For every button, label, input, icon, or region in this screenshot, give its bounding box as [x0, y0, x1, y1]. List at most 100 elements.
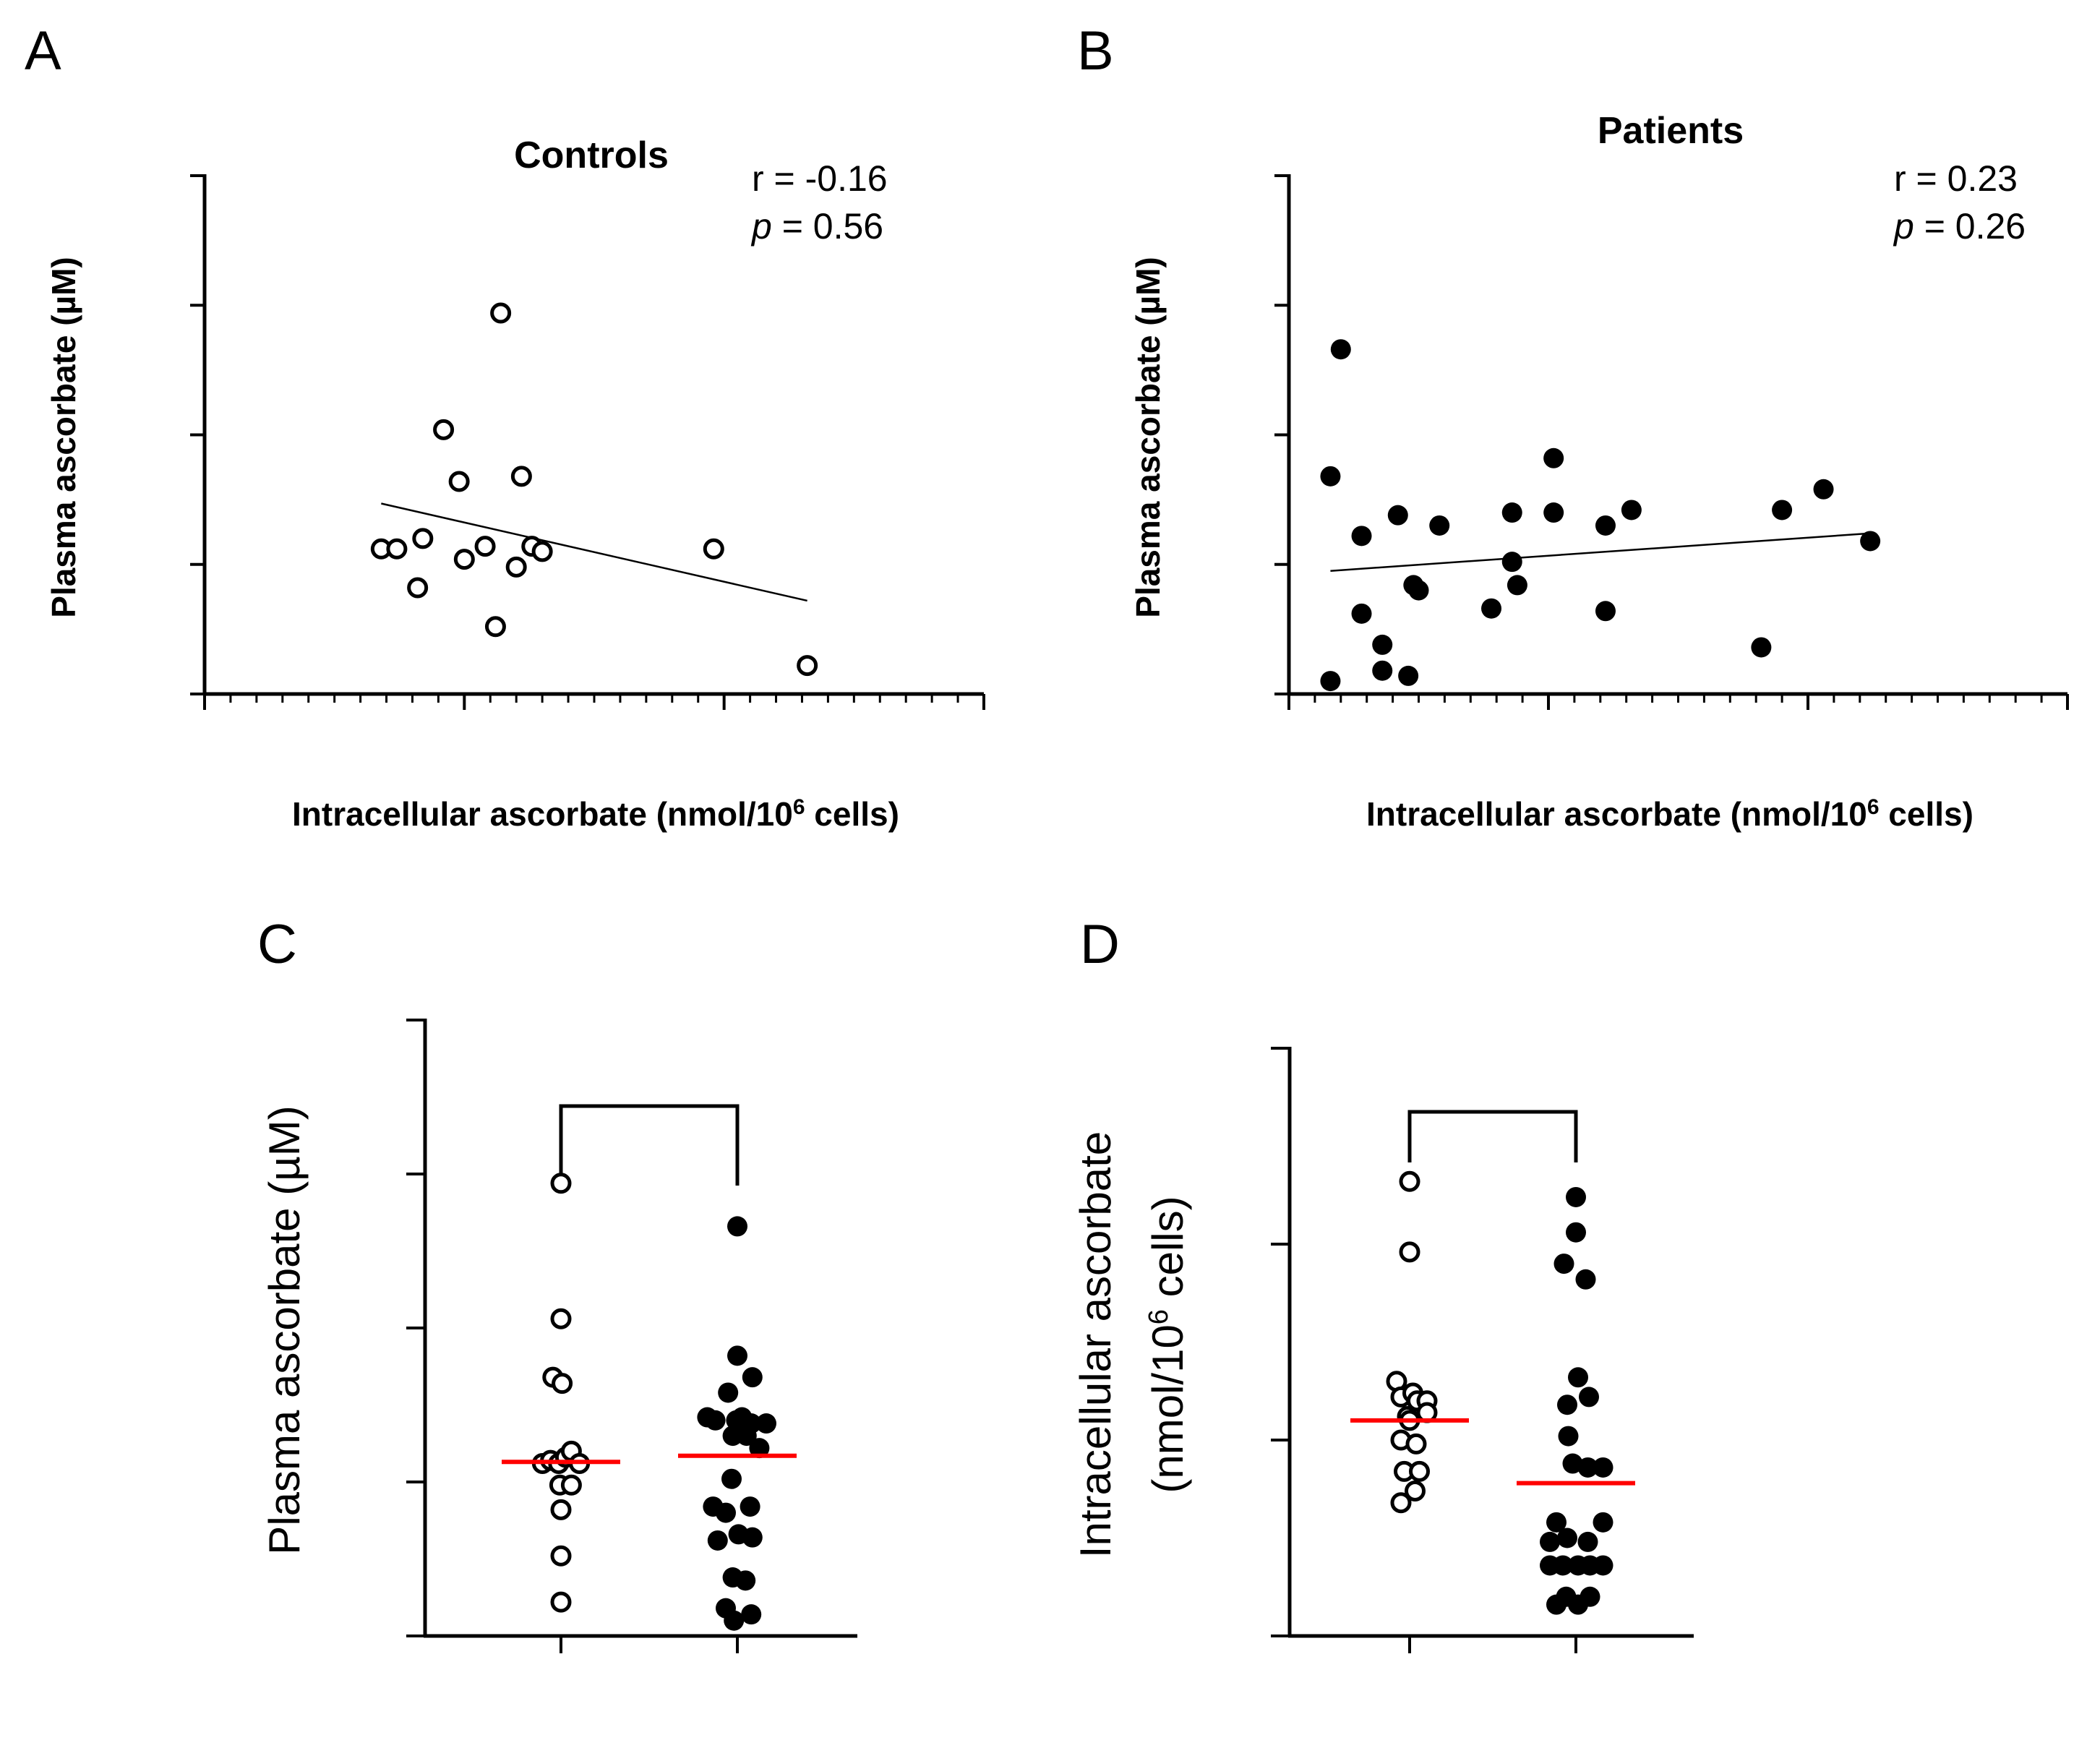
panel-d-data-point — [1399, 1241, 1420, 1263]
panel-d-data-point — [1593, 1457, 1613, 1478]
panel-d-data-point — [1553, 1555, 1573, 1576]
panel-b-xlabel-main: Intracellular ascorbate (nmol/10 — [1366, 795, 1867, 833]
panel-c-data-point — [741, 1604, 762, 1625]
panel-d-letter: D — [1080, 914, 1120, 975]
panel-d-data-point — [1593, 1555, 1613, 1576]
panel-b: B Patients r = 0.23 p = 0.26 Plasma asco… — [1077, 20, 2069, 833]
panel-c-data-point — [742, 1527, 763, 1548]
panel-b-data-point — [1543, 447, 1564, 468]
panel-b-data-point — [1351, 526, 1372, 547]
panel-a-stat-p-value: = 0.56 — [772, 206, 883, 247]
panel-d-data-point — [1409, 1460, 1430, 1482]
panel-c-data-point — [550, 1499, 572, 1520]
panel-c-data-point — [716, 1502, 736, 1523]
panel-d-data-point — [1562, 1453, 1583, 1474]
panel-b-ylabel: Plasma ascorbate (µM) — [1129, 257, 1167, 617]
panel-c-data-point — [735, 1570, 756, 1591]
panel-b-data-point — [1813, 479, 1834, 500]
panel-d-ylabel-end: cells) — [1144, 1196, 1192, 1309]
panel-d-data-point — [1399, 1170, 1420, 1192]
panel-b-data-point — [1860, 531, 1881, 552]
panel-b-data-point — [1751, 637, 1772, 658]
panel-b-data-point — [1501, 502, 1522, 523]
panel-c-data-point — [736, 1426, 757, 1447]
panel-b-data-point — [1481, 598, 1502, 619]
panel-b-data-point — [1595, 515, 1616, 536]
panel-a-data-point — [386, 538, 408, 560]
panel-b-plot — [1274, 174, 2069, 710]
panel-d-data-point — [1577, 1531, 1598, 1552]
panel-b-stat-p: p = 0.26 — [1893, 206, 2026, 247]
panel-b-title: Patients — [1598, 110, 1744, 152]
panel-b-xlabel-end: cells) — [1880, 795, 1973, 833]
panel-c-data-point — [756, 1413, 776, 1434]
panel-d-ylabel-main: (nmol/10 — [1144, 1324, 1192, 1493]
panel-c-data-point — [718, 1382, 739, 1403]
panel-a-ylabel: Plasma ascorbate (µM) — [45, 257, 82, 617]
panel-b-data-point — [1772, 500, 1793, 520]
panel-c-data-point — [707, 1530, 728, 1551]
panel-c-data-point — [749, 1438, 770, 1459]
panel-b-data-point — [1621, 500, 1642, 520]
panel-a-plot — [190, 174, 985, 710]
panel-d-plot — [1271, 1047, 1694, 1653]
panel-a: A Controls r = -0.16 p = 0.56 Plasma asc… — [25, 20, 985, 833]
panel-b-data-point — [1320, 466, 1341, 487]
panel-b-data-point — [1351, 603, 1372, 624]
panel-a-data-point — [703, 538, 724, 560]
panel-a-data-point — [448, 471, 470, 492]
panel-a-data-point — [474, 536, 496, 557]
panel-c: C Plasma ascorbate (µM) — [257, 914, 857, 1653]
panel-a-data-point — [412, 528, 434, 549]
panel-d-data-point — [1568, 1367, 1588, 1388]
panel-a-data-point — [407, 577, 429, 599]
panel-d-data-point — [1557, 1528, 1577, 1548]
panel-d: D Intracellular ascorbate (nmol/106 cell… — [1071, 914, 1694, 1653]
panel-b-data-point — [1501, 552, 1522, 573]
panel-a-data-point — [510, 466, 532, 487]
panel-c-data-point — [727, 1345, 747, 1366]
panel-b-data-point — [1372, 660, 1393, 681]
panel-b-stat-r: r = 0.23 — [1894, 158, 2018, 199]
panel-c-data-point — [721, 1468, 742, 1489]
panel-d-data-point — [1577, 1457, 1598, 1478]
panel-b-data-point — [1595, 601, 1616, 622]
panel-d-ylabel-line1: Intracellular ascorbate — [1071, 1131, 1120, 1558]
panel-c-letter: C — [257, 914, 297, 975]
panel-a-letter: A — [25, 20, 61, 82]
panel-c-data-point — [727, 1216, 747, 1237]
panel-d-ylabel-sup: 6 — [1144, 1309, 1174, 1324]
panel-c-data-point — [550, 1308, 572, 1329]
panel-c-data-point — [742, 1367, 763, 1388]
panel-a-data-point — [797, 655, 818, 677]
panel-c-data-point — [740, 1496, 760, 1517]
panel-d-data-point — [1579, 1387, 1599, 1408]
panel-a-data-point — [531, 541, 553, 562]
panel-c-data-point — [550, 1591, 572, 1613]
panel-b-data-point — [1398, 665, 1419, 686]
panel-d-data-point — [1405, 1433, 1427, 1454]
panel-d-data-point — [1546, 1594, 1567, 1615]
panel-b-regression-line — [1330, 532, 1871, 572]
panel-c-plot — [406, 1019, 857, 1653]
panel-a-title: Controls — [514, 134, 669, 176]
panel-a-stat-p-letter: p — [750, 206, 772, 247]
panel-a-data-point — [490, 302, 512, 324]
panel-b-stat-p-value: = 0.26 — [1914, 206, 2026, 247]
panel-c-data-point — [726, 1410, 747, 1431]
panel-d-data-point — [1566, 1222, 1586, 1243]
panel-a-regression-line — [381, 502, 807, 602]
panel-b-data-point — [1429, 515, 1450, 536]
panel-d-data-point — [1390, 1492, 1412, 1514]
panel-b-data-point — [1408, 580, 1429, 601]
panel-b-data-point — [1507, 575, 1527, 596]
panel-b-stat-p-letter: p — [1893, 206, 1914, 247]
panel-d-data-point — [1553, 1254, 1574, 1274]
panel-a-data-point — [433, 419, 455, 440]
panel-b-data-point — [1330, 339, 1351, 360]
panel-d-data-point — [1558, 1426, 1579, 1447]
panel-d-data-point — [1546, 1512, 1567, 1533]
panel-c-ylabel: Plasma ascorbate (µM) — [260, 1105, 309, 1554]
panel-c-data-point — [724, 1610, 745, 1631]
